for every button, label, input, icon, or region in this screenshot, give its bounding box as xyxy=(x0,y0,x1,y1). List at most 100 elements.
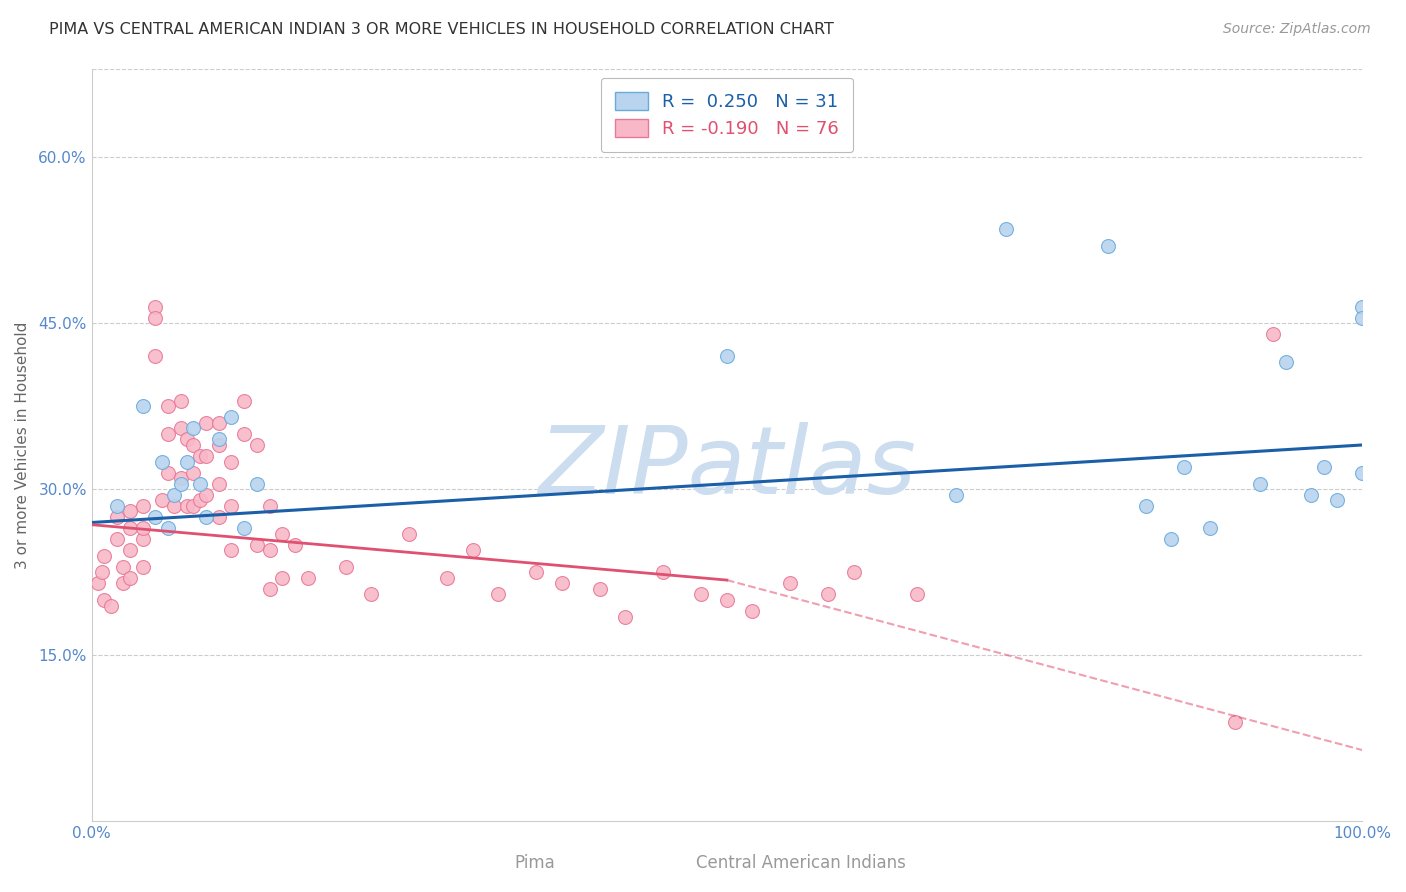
Point xyxy=(169,476,191,491)
Point xyxy=(169,421,191,435)
Point xyxy=(208,433,231,447)
Point xyxy=(188,449,211,463)
Point xyxy=(195,488,218,502)
Point xyxy=(150,454,173,468)
Point xyxy=(246,438,269,452)
Point xyxy=(169,471,191,485)
Point xyxy=(233,426,256,441)
Legend: R =  0.250   N = 31, R = -0.190   N = 76: R = 0.250 N = 31, R = -0.190 N = 76 xyxy=(600,78,853,153)
Point xyxy=(1313,460,1336,475)
Point xyxy=(1198,521,1220,535)
Point xyxy=(118,571,141,585)
Point xyxy=(93,593,115,607)
Point xyxy=(1223,714,1246,729)
Point xyxy=(150,493,173,508)
Point xyxy=(221,543,243,558)
Point xyxy=(1261,327,1284,342)
Point xyxy=(156,466,179,480)
Point xyxy=(208,476,231,491)
Point xyxy=(233,521,256,535)
Text: Pima: Pima xyxy=(515,855,554,872)
Point xyxy=(195,449,218,463)
Point xyxy=(1301,488,1323,502)
Point xyxy=(176,454,198,468)
Point xyxy=(551,576,574,591)
Point xyxy=(1160,532,1182,546)
Point xyxy=(716,350,738,364)
Point xyxy=(143,510,166,524)
Point xyxy=(524,566,547,580)
Point xyxy=(105,532,128,546)
Point xyxy=(905,587,928,601)
Point xyxy=(208,438,231,452)
Point xyxy=(131,521,153,535)
Point xyxy=(181,499,204,513)
Point xyxy=(1249,476,1271,491)
Point xyxy=(271,571,294,585)
Point xyxy=(842,566,865,580)
Point xyxy=(398,526,420,541)
Point xyxy=(181,466,204,480)
Point xyxy=(259,582,281,596)
Point xyxy=(163,499,186,513)
Point xyxy=(208,510,231,524)
Point xyxy=(284,538,307,552)
Point xyxy=(87,576,110,591)
Point xyxy=(112,576,135,591)
Point xyxy=(589,582,612,596)
Point xyxy=(486,587,509,601)
Point xyxy=(188,476,211,491)
Point xyxy=(105,510,128,524)
Point xyxy=(1097,238,1119,252)
Point xyxy=(436,571,458,585)
Point xyxy=(1173,460,1195,475)
Point xyxy=(131,532,153,546)
Text: PIMA VS CENTRAL AMERICAN INDIAN 3 OR MORE VEHICLES IN HOUSEHOLD CORRELATION CHAR: PIMA VS CENTRAL AMERICAN INDIAN 3 OR MOR… xyxy=(49,22,834,37)
Point xyxy=(208,416,231,430)
Point xyxy=(118,543,141,558)
Point xyxy=(233,393,256,408)
Text: Source: ZipAtlas.com: Source: ZipAtlas.com xyxy=(1223,22,1371,37)
Point xyxy=(181,438,204,452)
Point xyxy=(188,493,211,508)
Point xyxy=(156,521,179,535)
Point xyxy=(1351,300,1374,314)
Point xyxy=(131,559,153,574)
Point xyxy=(271,526,294,541)
Point xyxy=(118,504,141,518)
Point xyxy=(112,559,135,574)
Point xyxy=(181,421,204,435)
Point xyxy=(652,566,675,580)
Point xyxy=(360,587,382,601)
Point xyxy=(461,543,484,558)
Point xyxy=(246,476,269,491)
Text: Central American Indians: Central American Indians xyxy=(696,855,907,872)
Point xyxy=(259,543,281,558)
Point xyxy=(118,521,141,535)
Point xyxy=(90,566,112,580)
Point xyxy=(156,399,179,413)
Point xyxy=(143,310,166,325)
Point xyxy=(1326,493,1348,508)
Point xyxy=(259,499,281,513)
Point xyxy=(221,410,243,425)
Point xyxy=(817,587,839,601)
Point xyxy=(995,222,1018,236)
Point xyxy=(1274,355,1296,369)
Point xyxy=(1351,466,1374,480)
Point xyxy=(100,599,122,613)
Point xyxy=(105,499,128,513)
Point xyxy=(131,399,153,413)
Point xyxy=(169,393,191,408)
Point xyxy=(779,576,801,591)
Point xyxy=(93,549,115,563)
Point xyxy=(131,499,153,513)
Point xyxy=(163,488,186,502)
Y-axis label: 3 or more Vehicles in Household: 3 or more Vehicles in Household xyxy=(15,321,30,569)
Point xyxy=(195,510,218,524)
Text: ZIPatlas: ZIPatlas xyxy=(538,422,915,513)
Point xyxy=(143,300,166,314)
Point xyxy=(176,433,198,447)
Point xyxy=(741,604,763,618)
Point xyxy=(156,426,179,441)
